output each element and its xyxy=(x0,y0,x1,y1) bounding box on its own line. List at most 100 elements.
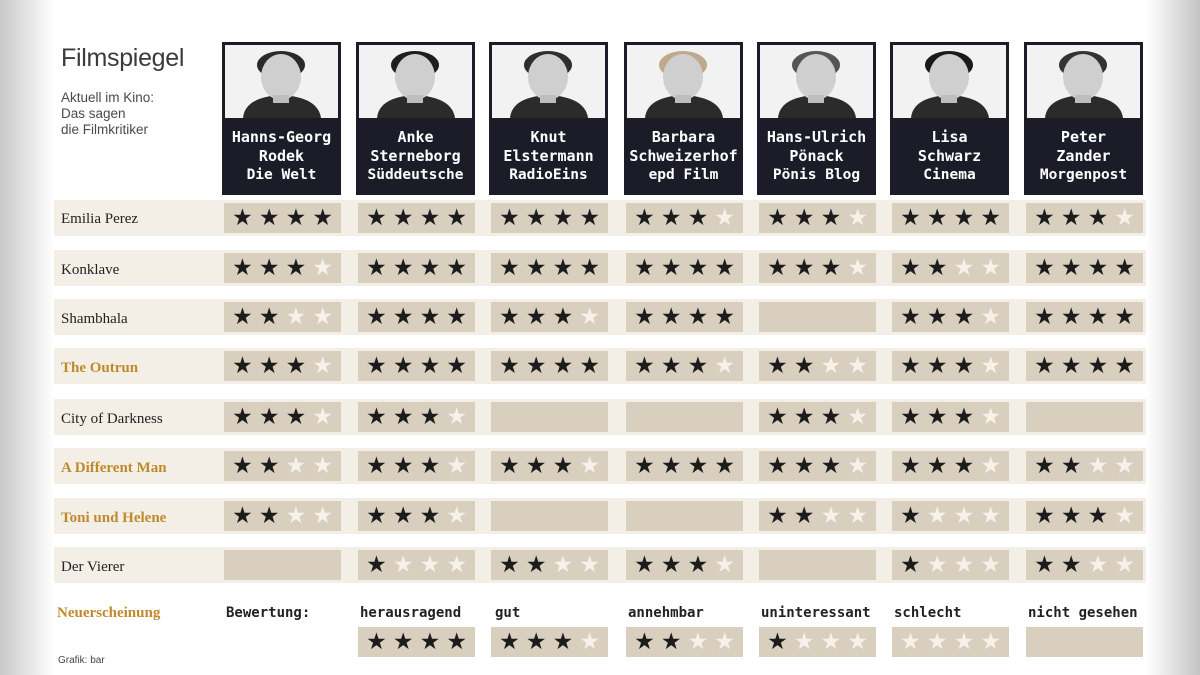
rating-cell: ★ ★ ★ ★ xyxy=(626,550,743,580)
rating-cell: ★ ★ ★ ★ xyxy=(892,203,1009,233)
star-filled-icon: ★ xyxy=(1114,353,1135,379)
star-filled-icon: ★ xyxy=(820,255,842,281)
star-filled-icon: ★ xyxy=(419,629,441,655)
star-empty-icon: ★ xyxy=(312,404,333,430)
star-filled-icon: ★ xyxy=(232,304,253,330)
star-filled-icon: ★ xyxy=(900,453,921,479)
critic-card: Knut Elstermann RadioEins xyxy=(489,42,608,195)
rating-cell: ★ ★ ★ ★ xyxy=(1026,351,1143,381)
star-empty-icon: ★ xyxy=(926,503,948,529)
star-empty-icon: ★ xyxy=(953,552,975,578)
star-filled-icon: ★ xyxy=(900,205,921,231)
critic-outlet: Die Welt xyxy=(246,167,317,183)
rating-cell: ★ ★ ★ ★ xyxy=(759,627,876,657)
star-filled-icon: ★ xyxy=(525,453,547,479)
star-filled-icon: ★ xyxy=(660,353,682,379)
star-filled-icon: ★ xyxy=(660,552,682,578)
star-empty-icon: ★ xyxy=(714,629,735,655)
star-filled-icon: ★ xyxy=(258,404,280,430)
star-filled-icon: ★ xyxy=(900,552,921,578)
star-filled-icon: ★ xyxy=(366,552,387,578)
critic-card: Peter Zander Morgenpost xyxy=(1024,42,1143,195)
star-filled-icon: ★ xyxy=(366,353,387,379)
star-empty-icon: ★ xyxy=(953,503,975,529)
rating-cell: ★ ★ ★ ★ xyxy=(626,451,743,481)
star-filled-icon: ★ xyxy=(392,629,414,655)
star-filled-icon: ★ xyxy=(232,255,253,281)
star-filled-icon: ★ xyxy=(285,205,307,231)
star-filled-icon: ★ xyxy=(767,629,788,655)
star-filled-icon: ★ xyxy=(926,205,948,231)
star-empty-icon: ★ xyxy=(847,503,868,529)
star-filled-icon: ★ xyxy=(285,404,307,430)
star-filled-icon: ★ xyxy=(499,453,520,479)
critic-portrait-icon xyxy=(225,45,338,118)
star-filled-icon: ★ xyxy=(366,629,387,655)
rating-cell: ★ ★ ★ ★ xyxy=(358,451,475,481)
star-filled-icon: ★ xyxy=(525,353,547,379)
star-filled-icon: ★ xyxy=(366,255,387,281)
page-title: Filmspiegel xyxy=(61,44,185,72)
star-empty-icon: ★ xyxy=(312,453,333,479)
legend-level-label: schlecht xyxy=(894,605,962,621)
rating-cell-empty xyxy=(491,501,608,531)
star-empty-icon: ★ xyxy=(953,255,975,281)
star-filled-icon: ★ xyxy=(660,205,682,231)
rating-cell: ★ ★ ★ ★ xyxy=(892,302,1009,332)
rating-cell: ★ ★ ★ ★ xyxy=(224,203,341,233)
rating-cell: ★ ★ ★ ★ xyxy=(759,451,876,481)
critic-card: Lisa Schwarz Cinema xyxy=(890,42,1009,195)
star-empty-icon: ★ xyxy=(1114,453,1135,479)
critic-outlet: RadioEins xyxy=(509,167,588,183)
critic-photo xyxy=(492,45,605,118)
star-filled-icon: ★ xyxy=(767,255,788,281)
critic-name-line: Hans-Ulrich xyxy=(766,128,867,146)
star-filled-icon: ★ xyxy=(392,503,414,529)
star-empty-icon: ★ xyxy=(820,353,842,379)
star-empty-icon: ★ xyxy=(446,453,467,479)
critic-name: Hans-Ulrich Pönack Pönis Blog xyxy=(757,128,876,185)
star-filled-icon: ★ xyxy=(499,205,520,231)
star-filled-icon: ★ xyxy=(285,255,307,281)
star-empty-icon: ★ xyxy=(793,629,815,655)
star-filled-icon: ★ xyxy=(258,205,280,231)
star-filled-icon: ★ xyxy=(232,404,253,430)
star-filled-icon: ★ xyxy=(419,304,441,330)
star-empty-icon: ★ xyxy=(1114,205,1135,231)
star-empty-icon: ★ xyxy=(419,552,441,578)
rating-cell: ★ ★ ★ ★ xyxy=(491,550,608,580)
star-filled-icon: ★ xyxy=(312,205,333,231)
critic-photo xyxy=(627,45,740,118)
star-empty-icon: ★ xyxy=(312,255,333,281)
subtitle-line: Das sagen xyxy=(61,106,126,121)
rating-cell: ★ ★ ★ ★ xyxy=(491,451,608,481)
star-empty-icon: ★ xyxy=(446,404,467,430)
star-filled-icon: ★ xyxy=(552,629,574,655)
star-filled-icon: ★ xyxy=(525,255,547,281)
star-filled-icon: ★ xyxy=(392,353,414,379)
star-empty-icon: ★ xyxy=(1087,552,1109,578)
star-filled-icon: ★ xyxy=(793,205,815,231)
rating-cell: ★ ★ ★ ★ xyxy=(892,402,1009,432)
star-filled-icon: ★ xyxy=(552,453,574,479)
rating-cell: ★ ★ ★ ★ xyxy=(224,253,341,283)
star-filled-icon: ★ xyxy=(392,304,414,330)
critic-card: Hanns-Georg Rodek Die Welt xyxy=(222,42,341,195)
film-title: The Outrun xyxy=(61,360,139,376)
star-empty-icon: ★ xyxy=(980,453,1001,479)
critic-name-line: Hanns-Georg xyxy=(231,128,332,146)
star-filled-icon: ★ xyxy=(660,453,682,479)
star-filled-icon: ★ xyxy=(419,255,441,281)
star-filled-icon: ★ xyxy=(1034,453,1055,479)
critic-portrait-icon xyxy=(1027,45,1140,118)
star-filled-icon: ★ xyxy=(419,404,441,430)
rating-cell: ★ ★ ★ ★ xyxy=(358,402,475,432)
rating-cell: ★ ★ ★ ★ xyxy=(358,203,475,233)
star-filled-icon: ★ xyxy=(900,255,921,281)
critic-card: Hans-Ulrich Pönack Pönis Blog xyxy=(757,42,876,195)
star-empty-icon: ★ xyxy=(579,552,600,578)
star-filled-icon: ★ xyxy=(926,255,948,281)
critic-photo xyxy=(760,45,873,118)
legend-level-label: herausragend xyxy=(360,605,462,621)
star-filled-icon: ★ xyxy=(953,404,975,430)
